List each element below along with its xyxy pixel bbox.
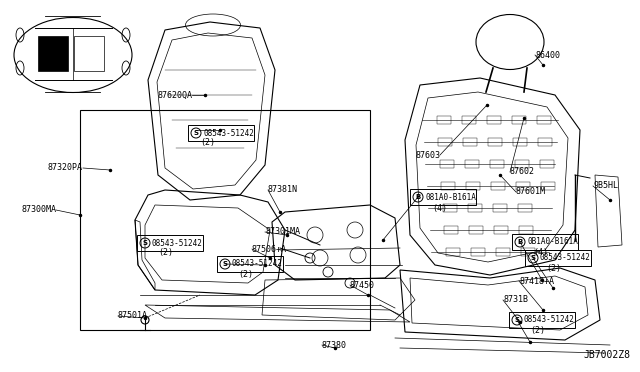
Text: S: S: [143, 240, 147, 246]
Text: 86400: 86400: [535, 51, 560, 60]
Bar: [441, 182, 455, 190]
Text: 08543-51242: 08543-51242: [152, 238, 203, 247]
Text: 9B5HL: 9B5HL: [593, 182, 618, 190]
Text: 87320PA: 87320PA: [48, 164, 83, 173]
Bar: [462, 116, 476, 124]
Text: 87301MA: 87301MA: [265, 228, 300, 237]
Text: 87506+A: 87506+A: [252, 244, 287, 253]
Bar: [518, 204, 532, 212]
Text: (2): (2): [530, 326, 545, 334]
Bar: [38, 36, 68, 71]
Text: (2): (2): [200, 138, 215, 148]
Text: B: B: [517, 239, 523, 245]
Bar: [487, 116, 501, 124]
Text: (2): (2): [238, 270, 253, 279]
Text: 0B1A0-B161A: 0B1A0-B161A: [527, 237, 578, 247]
Text: 87603: 87603: [416, 151, 441, 160]
Bar: [519, 226, 533, 234]
Bar: [537, 116, 551, 124]
Text: JB7002Z8: JB7002Z8: [583, 350, 630, 360]
Bar: [490, 160, 504, 168]
Bar: [488, 138, 502, 146]
Bar: [541, 182, 555, 190]
Bar: [443, 204, 457, 212]
Text: B: B: [415, 194, 420, 200]
Bar: [496, 248, 510, 256]
Text: S: S: [515, 317, 520, 323]
Bar: [515, 160, 529, 168]
Text: 081A0-B161A: 081A0-B161A: [425, 192, 476, 202]
Text: 87300MA: 87300MA: [22, 205, 57, 215]
Text: 08543-51242: 08543-51242: [203, 128, 254, 138]
Bar: [440, 160, 454, 168]
Text: (2): (2): [546, 263, 561, 273]
Text: 87501A: 87501A: [118, 311, 148, 321]
Bar: [512, 116, 526, 124]
Bar: [471, 248, 485, 256]
Bar: [468, 204, 482, 212]
Text: S: S: [223, 261, 227, 267]
Text: (2): (2): [158, 248, 173, 257]
Bar: [491, 182, 505, 190]
Text: 87380: 87380: [322, 340, 347, 350]
Bar: [513, 138, 527, 146]
Text: S: S: [531, 255, 536, 261]
Bar: [446, 248, 460, 256]
Bar: [494, 226, 508, 234]
Text: 08543-51242: 08543-51242: [524, 315, 575, 324]
Bar: [437, 116, 451, 124]
Text: 87381N: 87381N: [268, 186, 298, 195]
Bar: [463, 138, 477, 146]
Text: 08543-51242: 08543-51242: [540, 253, 591, 263]
Text: 08543-51242: 08543-51242: [232, 260, 283, 269]
Bar: [469, 226, 483, 234]
Bar: [516, 182, 530, 190]
Bar: [80, 110, 370, 330]
Text: 8731B: 8731B: [503, 295, 528, 305]
Text: 87602: 87602: [510, 167, 535, 176]
Bar: [540, 160, 554, 168]
Text: 87418+A: 87418+A: [519, 276, 554, 285]
Bar: [438, 138, 452, 146]
Text: (4): (4): [432, 203, 447, 212]
Bar: [521, 248, 535, 256]
Bar: [465, 160, 479, 168]
Text: (4): (4): [533, 248, 548, 257]
Text: S: S: [193, 130, 198, 136]
Bar: [493, 204, 507, 212]
Bar: [538, 138, 552, 146]
Text: 87450: 87450: [350, 280, 375, 289]
Bar: [466, 182, 480, 190]
Bar: [444, 226, 458, 234]
Bar: [74, 36, 104, 71]
Text: 87620QA: 87620QA: [157, 90, 192, 99]
Text: 87601M: 87601M: [516, 187, 546, 196]
